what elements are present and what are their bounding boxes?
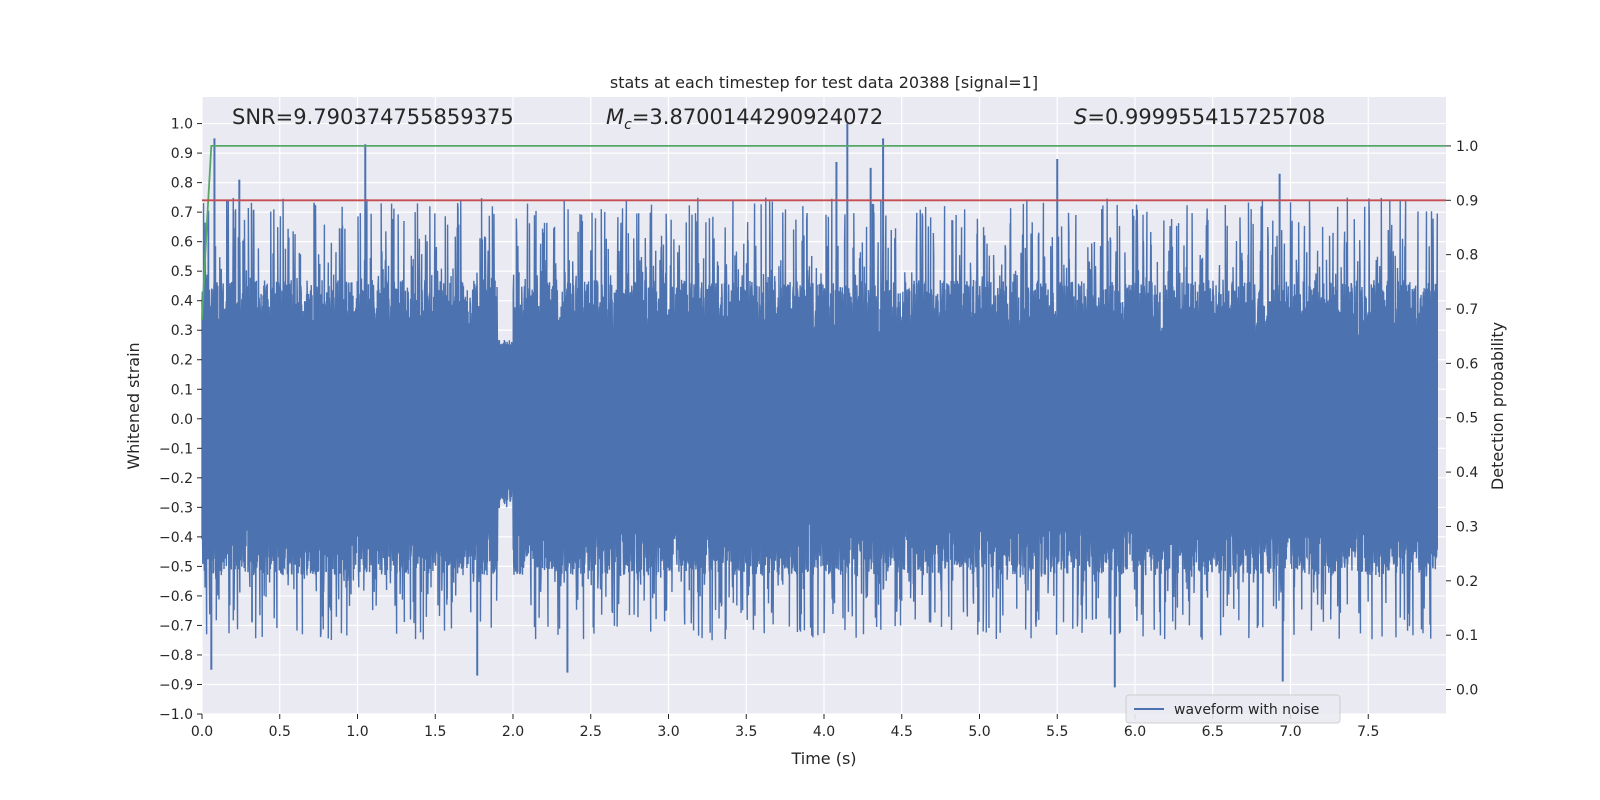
y-tick-label: −0.7 — [159, 618, 193, 634]
y-tick-label: 1.0 — [171, 117, 193, 133]
x-tick-label: 4.0 — [813, 724, 835, 740]
y2-tick-label: 0.7 — [1456, 302, 1478, 318]
x-tick-label: 6.5 — [1202, 724, 1224, 740]
y-tick-label: −0.4 — [159, 530, 193, 546]
y2-tick-label: 0.0 — [1456, 683, 1478, 699]
x-tick-label: 5.0 — [968, 724, 990, 740]
snr-annotation: SNR=9.790374755859375 — [232, 105, 514, 129]
x-tick-label: 2.5 — [580, 724, 602, 740]
y2-axis-ticks: 0.0 0.1 0.2 0.3 0.4 0.5 0.6 0.7 0.8 0.9 1.0 — [1446, 139, 1478, 699]
legend: waveform with noise — [1125, 694, 1341, 724]
y-tick-label: −0.8 — [159, 648, 193, 664]
y-tick-label: 0.6 — [171, 235, 193, 251]
x-tick-label: 0.0 — [191, 724, 213, 740]
y-tick-label: 0.5 — [171, 264, 193, 280]
score-annotation: S=0.999955415725708 — [1074, 105, 1325, 129]
x-tick-label: 4.5 — [891, 724, 913, 740]
y-tick-label: −0.5 — [159, 559, 193, 575]
y-tick-label: −0.6 — [159, 589, 193, 605]
s-symbol: S — [1074, 105, 1087, 129]
legend-label-waveform: waveform with noise — [1174, 702, 1319, 718]
legend-box — [1125, 694, 1341, 724]
y-tick-label: 0.1 — [171, 382, 193, 398]
x-tick-label: 3.0 — [657, 724, 679, 740]
y2-tick-label: 0.6 — [1456, 356, 1478, 372]
mc-subscript: c — [624, 117, 632, 133]
y-tick-label: 0.3 — [171, 323, 193, 339]
x-tick-label: 2.0 — [502, 724, 524, 740]
y-tick-label: 0.9 — [171, 146, 193, 162]
y-tick-label: 0.2 — [171, 353, 193, 369]
probability-line — [201, 144, 1446, 320]
x-tick-label: 6.0 — [1124, 724, 1146, 740]
y-tick-label: −0.9 — [159, 677, 193, 693]
probability-series — [201, 144, 1446, 320]
x-axis-label: Time (s) — [790, 749, 856, 768]
y2-tick-label: 0.1 — [1456, 628, 1478, 644]
x-tick-label: 1.0 — [346, 724, 368, 740]
chart-title: stats at each timestep for test data 203… — [610, 73, 1038, 92]
y-tick-label: −0.1 — [159, 441, 193, 457]
x-tick-label: 3.5 — [735, 724, 757, 740]
x-tick-label: 5.5 — [1046, 724, 1068, 740]
x-axis-ticks: 0.0 0.5 1.0 1.5 2.0 2.5 3.0 3.5 4.0 4.5 5.0 5.5 6.0 6… — [191, 714, 1379, 740]
y2-tick-label: 0.9 — [1456, 193, 1478, 209]
y-tick-label: −1.0 — [159, 707, 193, 723]
y-axis-ticks: −1.0 −0.9 −0.8 −0.7 −0.6 −0.5 −0.4 −0.3 −0.2 −0.1… — [159, 117, 202, 723]
y-tick-label: 0.8 — [171, 176, 193, 192]
y2-tick-label: 0.4 — [1456, 465, 1478, 481]
s-value: =0.999955415725708 — [1087, 105, 1325, 129]
y-tick-label: −0.3 — [159, 500, 193, 516]
waveform-line — [201, 197, 1438, 641]
y-tick-label: −0.2 — [159, 471, 193, 487]
y2-tick-label: 0.5 — [1456, 411, 1478, 427]
y2-tick-label: 1.0 — [1456, 139, 1478, 155]
mc-symbol: M — [606, 105, 624, 129]
x-tick-label: 1.5 — [424, 724, 446, 740]
waveform-series — [201, 123, 1438, 688]
chirp-mass-annotation: Mc=3.8700144290924072 — [606, 105, 883, 133]
y-tick-label: 0.4 — [171, 294, 193, 310]
y-tick-label: 0.7 — [171, 205, 193, 221]
y2-axis-label: Detection probability — [1488, 322, 1507, 490]
mc-value: =3.8700144290924072 — [632, 105, 883, 129]
x-tick-label: 0.5 — [269, 724, 291, 740]
y-axis-label: Whitened strain — [124, 342, 143, 469]
x-tick-label: 7.5 — [1357, 724, 1379, 740]
x-tick-label: 7.0 — [1279, 724, 1301, 740]
y-tick-label: 0.0 — [171, 412, 193, 428]
y2-tick-label: 0.3 — [1456, 519, 1478, 535]
y2-tick-label: 0.2 — [1456, 574, 1478, 590]
y2-tick-label: 0.8 — [1456, 248, 1478, 264]
